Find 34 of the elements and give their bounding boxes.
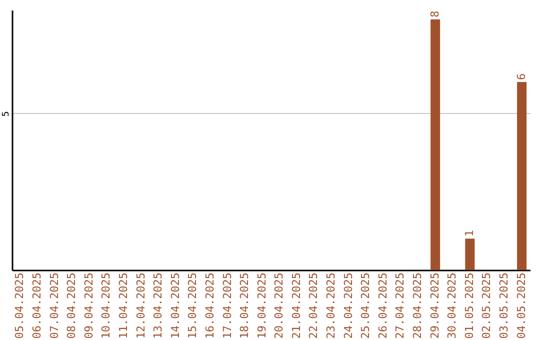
x-tick-label: 21.04.2025	[290, 272, 303, 339]
x-tick-label: 04.05.2025	[514, 272, 528, 339]
data-label: 1	[462, 230, 476, 237]
x-tick-label: 15.04.2025	[186, 272, 200, 339]
data-label: 6	[514, 73, 528, 80]
x-tick-label: 09.04.2025	[82, 272, 96, 339]
x-tick-label: 20.04.2025	[272, 272, 286, 339]
x-tick-label: 25.04.2025	[359, 272, 372, 339]
x-tick-label: 23.04.2025	[324, 272, 338, 339]
x-tick-label: 17.04.2025	[220, 272, 234, 339]
y-tick-label: 5	[2, 111, 12, 117]
x-tick-label: 24.04.2025	[342, 272, 355, 339]
x-tick-label: 12.04.2025	[134, 272, 148, 339]
x-tick-label: 05.04.2025	[13, 272, 26, 339]
x-tick-label: 16.04.2025	[203, 272, 216, 339]
x-tick-label: 07.04.2025	[48, 272, 61, 339]
data-label: 8	[428, 10, 442, 18]
x-tick-label: 27.04.2025	[394, 272, 407, 339]
x-tick-label: 03.05.2025	[497, 272, 510, 339]
x-tick-label: 01.05.2025	[462, 272, 476, 339]
x-tick-label: 06.04.2025	[30, 272, 44, 339]
x-tick-label: 10.04.2025	[100, 272, 113, 339]
x-tick-label: 08.04.2025	[65, 272, 78, 339]
x-tick-label: 19.04.2025	[255, 272, 268, 339]
x-tick-label: 30.04.2025	[446, 272, 459, 339]
x-tick-label: 02.05.2025	[480, 272, 494, 339]
x-tick-label: 29.04.2025	[428, 272, 442, 339]
x-tick-label: 22.04.2025	[307, 272, 320, 339]
x-tick-label: 28.04.2025	[411, 272, 424, 339]
x-tick-label: 13.04.2025	[152, 272, 165, 339]
x-tick-label: 18.04.2025	[238, 272, 252, 339]
x-tick-label: 11.04.2025	[116, 272, 130, 339]
x-tick-label: 26.04.2025	[376, 272, 390, 339]
x-tick-label: 14.04.2025	[168, 272, 182, 339]
